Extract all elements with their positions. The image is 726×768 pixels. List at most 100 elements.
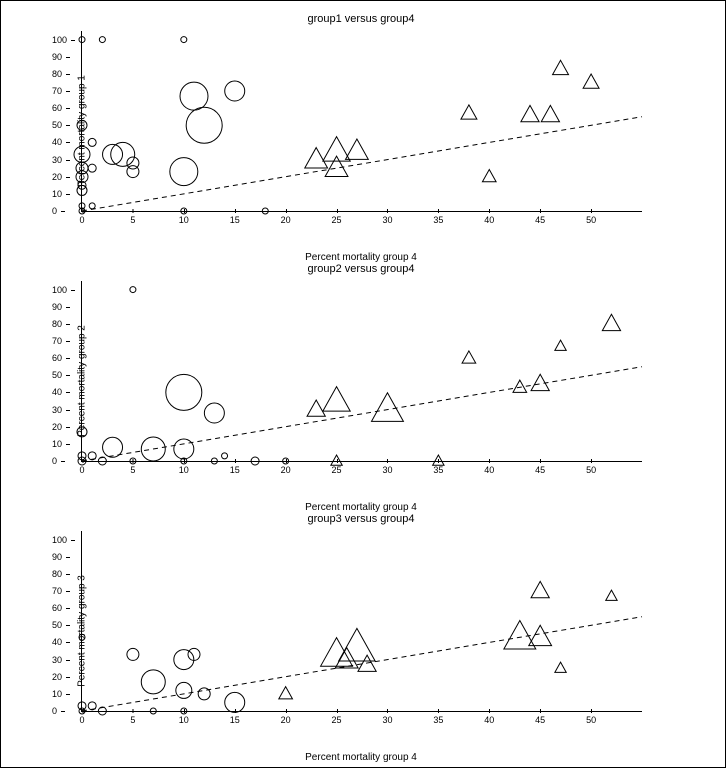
triangle-marker [279, 687, 293, 699]
x-tick: 30 [382, 215, 392, 225]
x-tick: 15 [230, 465, 240, 475]
x-tick: 20 [281, 215, 291, 225]
x-tick: 25 [332, 465, 342, 475]
circle-marker [141, 670, 165, 694]
circle-marker [198, 688, 210, 700]
triangle-marker [307, 400, 325, 416]
y-tick: 20 [52, 172, 62, 182]
y-tick: 40 [52, 137, 62, 147]
x-tick: 30 [382, 465, 392, 475]
circle-marker [222, 453, 228, 459]
panel-3: group3 versus group4 0102030405060708090… [81, 531, 641, 731]
triangle-marker [321, 638, 353, 667]
y-tick: 100 [52, 535, 67, 545]
circle-marker [99, 37, 105, 43]
triangle-marker [325, 156, 348, 176]
y-tick: 60 [52, 603, 62, 613]
panel-2: group2 versus group4 0102030405060708090… [81, 281, 641, 481]
triangle-marker [346, 139, 369, 159]
circle-marker [88, 164, 96, 172]
triangle-marker [482, 170, 496, 182]
y-tick: 100 [52, 285, 67, 295]
panel-1-svg [82, 31, 642, 211]
y-tick: 70 [52, 86, 62, 96]
y-tick: 30 [52, 155, 62, 165]
circle-marker [127, 166, 139, 178]
x-tick: 50 [586, 715, 596, 725]
y-tick: 60 [52, 353, 62, 363]
y-tick: 80 [52, 319, 62, 329]
panel-2-title: group2 versus group4 [81, 263, 641, 275]
triangle-marker [462, 351, 476, 363]
panel-2-svg [82, 281, 642, 461]
y-tick: 60 [52, 103, 62, 113]
y-tick: 30 [52, 655, 62, 665]
triangle-marker [461, 105, 477, 119]
y-tick: 20 [52, 422, 62, 432]
circle-marker [77, 185, 87, 195]
circle-marker [181, 37, 187, 43]
triangle-marker [323, 387, 350, 411]
circle-marker [88, 138, 96, 146]
panel-3-plot: 0102030405060708090100051015202530354045… [81, 531, 642, 712]
x-tick: 10 [179, 215, 189, 225]
y-tick: 40 [52, 387, 62, 397]
circle-marker [98, 457, 106, 465]
y-tick: 10 [52, 189, 62, 199]
x-tick: 35 [433, 715, 443, 725]
reference-line [82, 367, 642, 461]
panel-3-ylabel: Percent mortality group 3 [76, 575, 87, 687]
x-tick: 40 [484, 215, 494, 225]
panel-2-ylabel: Percent mortality group 2 [76, 325, 87, 437]
x-tick: 10 [179, 465, 189, 475]
triangle-marker [602, 314, 620, 330]
x-tick: 50 [586, 465, 596, 475]
triangle-marker [531, 581, 549, 597]
x-tick: 0 [79, 715, 84, 725]
y-tick: 30 [52, 405, 62, 415]
y-tick: 90 [52, 302, 62, 312]
triangle-marker [339, 628, 375, 661]
triangle-marker [541, 105, 559, 121]
circle-marker [204, 403, 224, 423]
x-tick: 45 [535, 715, 545, 725]
circle-marker [174, 439, 194, 459]
x-tick: 35 [433, 215, 443, 225]
y-tick: 10 [52, 439, 62, 449]
x-tick: 10 [179, 715, 189, 725]
circle-marker [88, 452, 96, 460]
y-tick: 40 [52, 637, 62, 647]
y-tick: 20 [52, 672, 62, 682]
x-tick: 45 [535, 465, 545, 475]
panel-1-plot: 0102030405060708090100051015202530354045… [81, 31, 642, 212]
x-tick: 15 [230, 215, 240, 225]
x-tick: 25 [332, 215, 342, 225]
circle-marker [98, 707, 106, 715]
triangle-marker [371, 393, 403, 422]
circle-marker [170, 158, 198, 186]
triangle-marker [555, 662, 566, 672]
panel-2-plot: 0102030405060708090100051015202530354045… [81, 281, 642, 462]
y-tick: 90 [52, 552, 62, 562]
x-tick: 45 [535, 215, 545, 225]
triangle-marker [335, 648, 358, 668]
circle-marker [150, 708, 156, 714]
panel-3-svg [82, 531, 642, 711]
circle-marker [79, 37, 85, 43]
y-tick: 50 [52, 120, 62, 130]
y-tick: 70 [52, 586, 62, 596]
circle-marker [176, 682, 192, 698]
circle-marker [180, 82, 208, 110]
figure-container: group1 versus group4 0102030405060708090… [0, 0, 726, 768]
circle-marker [89, 203, 95, 209]
circle-marker [88, 702, 96, 710]
y-tick: 0 [52, 456, 57, 466]
x-tick: 35 [433, 465, 443, 475]
y-tick: 0 [52, 206, 57, 216]
reference-line [82, 117, 642, 211]
circle-marker [103, 437, 123, 457]
circle-marker [186, 107, 222, 143]
circle-marker [166, 374, 202, 410]
x-tick: 50 [586, 215, 596, 225]
triangle-marker [504, 620, 536, 649]
